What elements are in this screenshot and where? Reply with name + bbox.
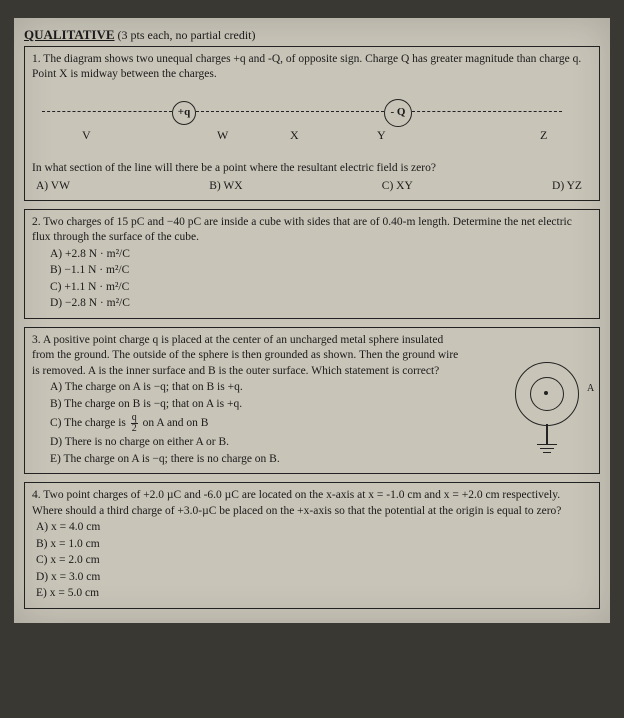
question-3: 3. A positive point charge q is placed a…: [24, 327, 600, 475]
point-Z: Z: [540, 127, 547, 143]
q2-opt-a: A) +2.8 N · m²/C: [50, 247, 592, 263]
label-A: A: [587, 382, 594, 396]
q4-opt-d: D) x = 3.0 cm: [36, 570, 592, 586]
q1-prompt: 1. The diagram shows two unequal charges…: [32, 52, 592, 83]
q1-opt-c: C) XY: [382, 179, 413, 195]
q4-options: A) x = 4.0 cm B) x = 1.0 cm C) x = 2.0 c…: [32, 520, 592, 602]
q2-options: A) +2.8 N · m²/C B) −1.1 N · m²/C C) +1.…: [32, 247, 592, 312]
q2-opt-d: D) −2.8 N · m²/C: [50, 296, 592, 312]
question-1: 1. The diagram shows two unequal charges…: [24, 46, 600, 201]
point-V: V: [82, 127, 91, 143]
q2-opt-b: B) −1.1 N · m²/C: [50, 263, 592, 279]
ground-wire: [546, 424, 548, 444]
q2-opt-c: C) +1.1 N · m²/C: [50, 280, 592, 296]
q4-opt-e: E) x = 5.0 cm: [36, 586, 592, 602]
q2-prompt: 2. Two charges of 15 pC and −40 pC are i…: [32, 215, 592, 246]
question-4: 4. Two point charges of +2.0 µC and -6.0…: [24, 482, 600, 609]
section-note: (3 pts each, no partial credit): [118, 28, 256, 42]
section-header: QUALITATIVE (3 pts each, no partial cred…: [24, 26, 600, 44]
q1-opt-d: D) YZ: [552, 179, 582, 195]
line-segment: [42, 111, 172, 112]
q3-prompt: 3. A positive point charge q is placed a…: [32, 333, 462, 380]
point-X: X: [290, 127, 299, 143]
center-charge-dot: [544, 391, 548, 395]
q1-question: In what section of the line will there b…: [32, 161, 592, 177]
q3-c-pre: C) The charge is: [50, 417, 129, 429]
q1-options: A) VW B) WX C) XY D) YZ: [32, 179, 592, 195]
section-title: QUALITATIVE: [24, 27, 115, 42]
exam-page: QUALITATIVE (3 pts each, no partial cred…: [14, 18, 610, 623]
charge-minus-Q: - Q: [384, 99, 412, 127]
q1-diagram: +q - Q V W X Y Z: [32, 89, 592, 159]
q1-opt-b: B) WX: [209, 179, 242, 195]
q4-opt-b: B) x = 1.0 cm: [36, 537, 592, 553]
q4-prompt: 4. Two point charges of +2.0 µC and -6.0…: [32, 488, 592, 519]
line-segment: [412, 111, 562, 112]
point-W: W: [217, 127, 228, 143]
q1-opt-a: A) VW: [36, 179, 70, 195]
q4-opt-c: C) x = 2.0 cm: [36, 553, 592, 569]
point-Y: Y: [377, 127, 386, 143]
q3-c-post: on A and on B: [140, 417, 209, 429]
ground-icon: [543, 452, 551, 454]
line-segment: [196, 111, 384, 112]
q4-opt-a: A) x = 4.0 cm: [36, 520, 592, 536]
ground-icon: [537, 444, 557, 446]
q3-diagram: A: [507, 356, 597, 466]
fraction-den: 2: [131, 424, 138, 434]
charge-plus-q: +q: [172, 101, 196, 125]
question-2: 2. Two charges of 15 pC and −40 pC are i…: [24, 209, 600, 319]
fraction-q-over-2: q2: [131, 413, 138, 434]
ground-icon: [540, 448, 554, 450]
